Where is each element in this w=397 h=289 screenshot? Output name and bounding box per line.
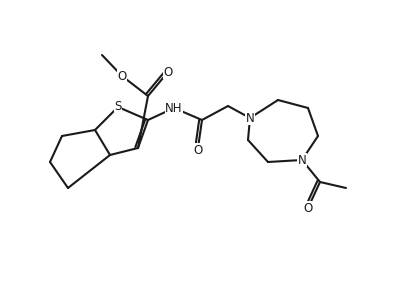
Text: N: N	[298, 153, 306, 166]
Text: O: O	[118, 69, 127, 82]
Text: O: O	[303, 201, 312, 214]
Text: O: O	[164, 66, 173, 79]
Text: O: O	[193, 144, 202, 157]
Text: S: S	[114, 101, 122, 114]
Text: NH: NH	[165, 101, 183, 114]
Text: N: N	[246, 112, 254, 125]
